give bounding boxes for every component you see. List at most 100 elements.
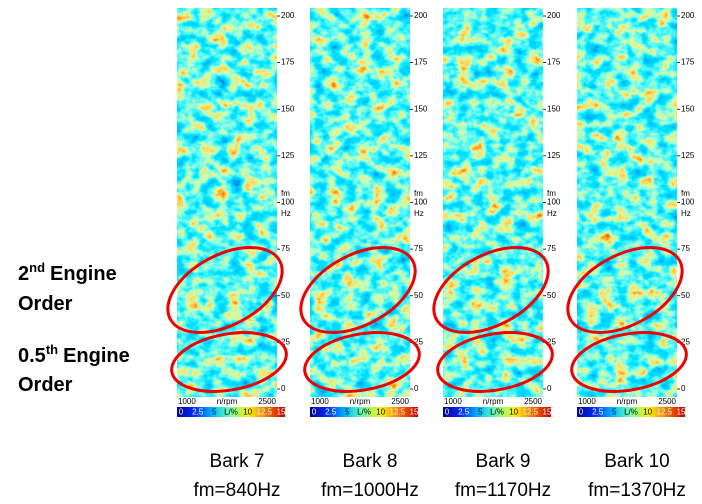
- order-ellipse: [166, 246, 284, 334]
- x-axis-label: n/rpm: [350, 397, 371, 406]
- x-axis-label: n/rpm: [483, 397, 504, 406]
- colorbar-label: L/%: [224, 408, 238, 417]
- colorbar-label: 5: [345, 408, 350, 417]
- panel-center: fm=1000Hz: [321, 480, 419, 501]
- y-tick-label: 150: [547, 104, 561, 113]
- order-label: 2nd Engine: [18, 260, 117, 285]
- y-axis-label: fm: [547, 189, 556, 198]
- colorbar-label: 10: [376, 408, 385, 417]
- colorbar-label: 12.5: [523, 408, 539, 417]
- x-tick-label: 1000: [444, 397, 462, 406]
- heatmap: [177, 8, 277, 397]
- order-label: 0.5th Engine: [18, 342, 130, 367]
- colorbar-label: 15: [410, 408, 419, 417]
- panel-band: Bark 9: [476, 451, 531, 472]
- panel-band: Bark 8: [343, 451, 398, 472]
- colorbar: [310, 407, 418, 417]
- y-tick-label: 25: [414, 337, 423, 346]
- colorbar-label: 5: [478, 408, 483, 417]
- y-tick-label: 175: [681, 58, 695, 67]
- x-tick-label: 2500: [524, 397, 542, 406]
- y-tick-label: 25: [547, 337, 556, 346]
- colorbar-label: 5: [212, 408, 217, 417]
- y-tick-label: 125: [414, 151, 428, 160]
- colorbar-label: 15: [277, 408, 286, 417]
- y-tick-label: 125: [281, 151, 295, 160]
- y-tick-label: 100: [547, 198, 561, 207]
- y-tick-label: 200: [681, 11, 695, 20]
- colorbar-label: 10: [243, 408, 252, 417]
- y-tick-label: 25: [281, 337, 290, 346]
- x-axis-label: n/rpm: [617, 397, 638, 406]
- y-tick-label: 0: [681, 384, 686, 393]
- colorbar: [577, 407, 685, 417]
- colorbar-label: 12.5: [390, 408, 406, 417]
- colorbar-label: 12.5: [657, 408, 673, 417]
- y-tick-label: 75: [681, 244, 690, 253]
- x-axis-label: n/rpm: [217, 397, 238, 406]
- y-axis-label: fm: [281, 189, 290, 198]
- y-tick-label: 175: [547, 58, 561, 67]
- y-axis-label: fm: [414, 189, 423, 198]
- colorbar-label: L/%: [357, 408, 371, 417]
- y-tick-label: 0: [547, 384, 552, 393]
- order-ellipse: [436, 331, 554, 393]
- y-axis-label: fm: [681, 189, 690, 198]
- colorbar-label: 0: [579, 408, 584, 417]
- panel-band: Bark 10: [604, 451, 669, 472]
- colorbar-label: 10: [509, 408, 518, 417]
- y-tick-label: 200: [281, 11, 295, 20]
- x-tick-label: 1000: [578, 397, 596, 406]
- y-tick-label: 75: [281, 244, 290, 253]
- y-tick-label: 75: [547, 244, 556, 253]
- y-tick-label: 0: [414, 384, 419, 393]
- x-tick-label: 1000: [311, 397, 329, 406]
- y-tick-label: 125: [547, 151, 561, 160]
- y-tick-label: 50: [281, 291, 290, 300]
- order-ellipse: [432, 246, 550, 334]
- y-tick-label: 0: [281, 384, 286, 393]
- y-tick-label: 50: [681, 291, 690, 300]
- y-tick-label: 50: [414, 291, 423, 300]
- order-ellipse: [570, 331, 688, 393]
- colorbar-label: 0: [445, 408, 450, 417]
- y-axis-label: Hz: [681, 209, 691, 218]
- y-tick-label: 125: [681, 151, 695, 160]
- x-tick-label: 2500: [658, 397, 676, 406]
- order-label: Order: [18, 374, 73, 396]
- order-labels: 2nd Engine Order 0.5th Engine Order: [18, 260, 130, 396]
- order-ellipse: [299, 246, 417, 334]
- colorbar-label: 2.5: [192, 408, 204, 417]
- y-tick-label: 175: [414, 58, 428, 67]
- y-axis-label: Hz: [281, 209, 291, 218]
- panel-center: fm=1370Hz: [588, 480, 686, 501]
- colorbar-label: L/%: [490, 408, 504, 417]
- colorbar: [443, 407, 551, 417]
- x-tick-label: 1000: [178, 397, 196, 406]
- colorbar-label: L/%: [624, 408, 638, 417]
- y-tick-label: 150: [414, 104, 428, 113]
- y-tick-label: 200: [414, 11, 428, 20]
- y-axis-label: Hz: [414, 209, 424, 218]
- colorbar-label: 0: [179, 408, 184, 417]
- order-ellipse: [566, 246, 684, 334]
- y-tick-label: 150: [281, 104, 295, 113]
- panel-band: Bark 7: [210, 451, 265, 472]
- y-tick-label: 200: [547, 11, 561, 20]
- order-ellipse: [303, 331, 421, 393]
- y-tick-label: 100: [681, 198, 695, 207]
- colorbar-label: 5: [612, 408, 617, 417]
- heatmap: [310, 8, 410, 397]
- y-tick-label: 50: [547, 291, 556, 300]
- panel-center: fm=840Hz: [193, 480, 280, 501]
- colorbar-label: 2.5: [592, 408, 604, 417]
- order-label: Order: [18, 293, 73, 315]
- colorbar-label: 15: [677, 408, 686, 417]
- y-tick-label: 175: [281, 58, 295, 67]
- y-axis-label: -: [681, 199, 684, 208]
- y-tick-label: 100: [414, 198, 428, 207]
- y-tick-label: 150: [681, 104, 695, 113]
